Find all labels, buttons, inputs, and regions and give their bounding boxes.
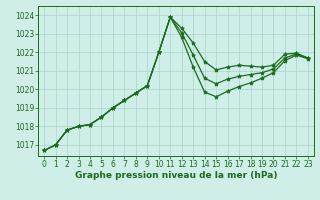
- X-axis label: Graphe pression niveau de la mer (hPa): Graphe pression niveau de la mer (hPa): [75, 171, 277, 180]
